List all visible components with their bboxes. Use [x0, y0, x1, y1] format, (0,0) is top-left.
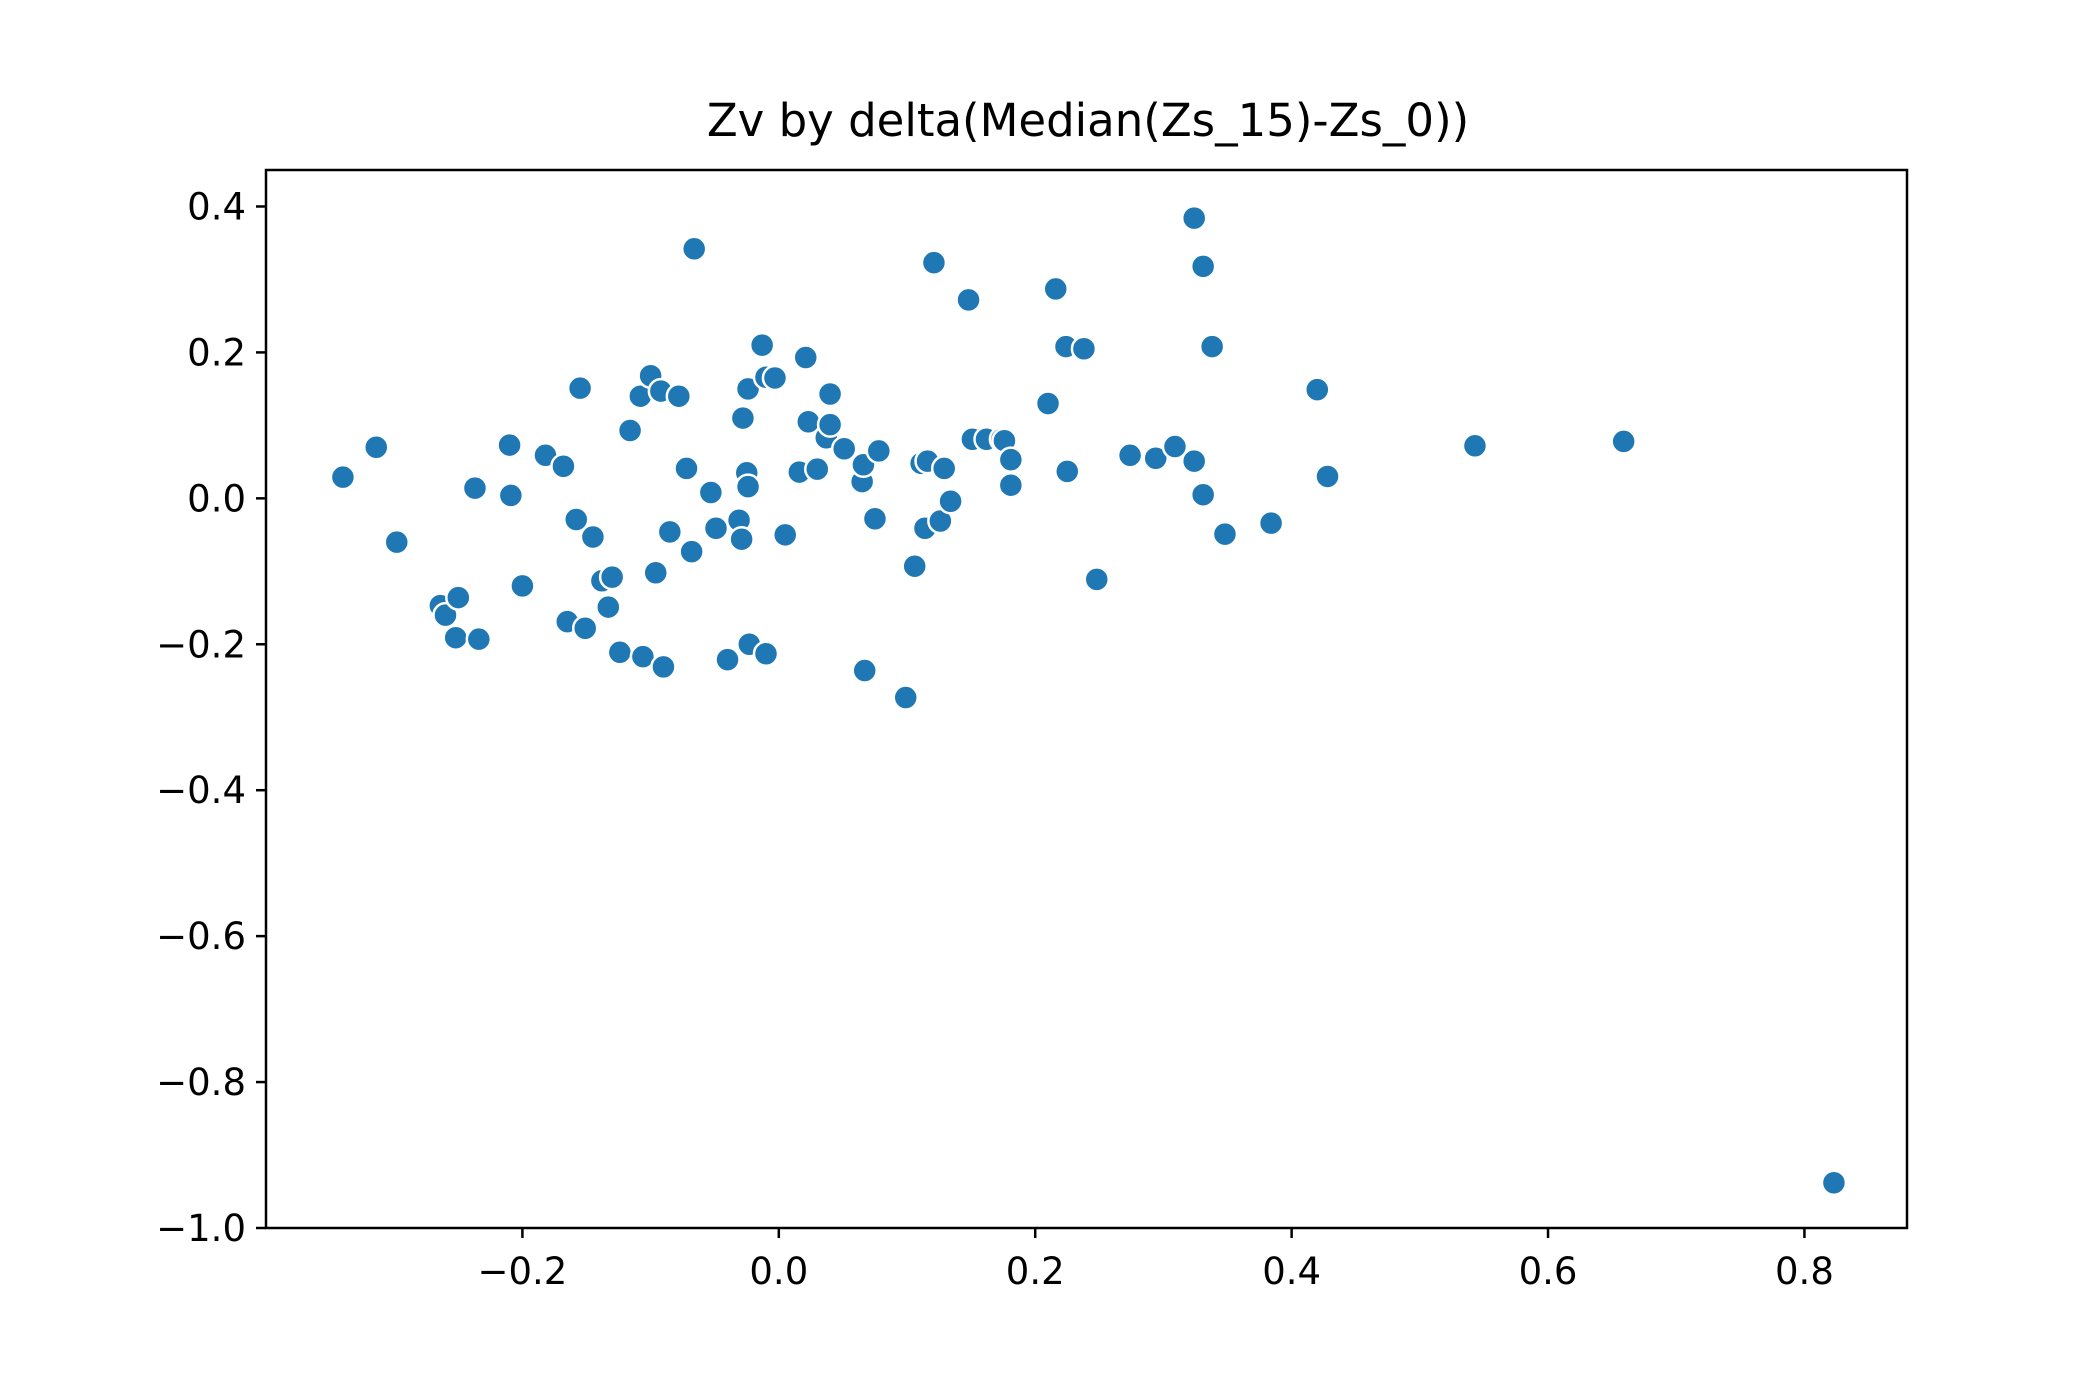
data-point: [563, 506, 590, 533]
data-point: [442, 624, 469, 651]
data-point: [329, 463, 357, 491]
data-point: [678, 538, 705, 565]
data-point: [445, 584, 472, 611]
data-point: [650, 653, 677, 681]
data-point: [920, 249, 948, 276]
data-point: [656, 518, 684, 546]
data-point: [734, 473, 762, 500]
data-point: [697, 479, 725, 506]
data-point: [804, 455, 831, 483]
y-tick-label: 0.2: [187, 331, 246, 374]
data-point: [930, 455, 958, 482]
data-point: [629, 643, 657, 670]
data-point: [752, 640, 780, 668]
data-point: [816, 380, 844, 408]
data-point: [566, 374, 594, 402]
data-point: [1189, 481, 1217, 508]
x-tick-label: 0.0: [749, 1250, 808, 1293]
data-point: [673, 455, 700, 482]
data-point: [550, 452, 577, 480]
data-point: [1116, 442, 1144, 469]
x-tick-label: −0.2: [477, 1250, 567, 1293]
y-tick-label: −0.4: [156, 769, 246, 812]
y-tick-label: 0.4: [187, 185, 246, 228]
x-tick-label: 0.4: [1262, 1250, 1321, 1293]
data-point: [665, 382, 693, 410]
data-point: [955, 286, 982, 314]
data-point: [616, 417, 644, 444]
chart-title: Zv by delta(Median(Zs_15)-Zs_0)): [707, 94, 1469, 147]
data-point: [1054, 458, 1081, 485]
data-point: [1142, 444, 1169, 472]
data-point: [997, 446, 1025, 473]
data-point: [997, 471, 1025, 499]
data-point: [1820, 1169, 1848, 1197]
data-point: [579, 523, 607, 551]
data-point: [1070, 335, 1098, 363]
data-point: [598, 563, 626, 591]
data-point: [748, 331, 776, 359]
data-point: [702, 515, 730, 542]
data-point: [509, 572, 536, 600]
data-point: [1180, 204, 1208, 232]
data-point: [1034, 390, 1062, 417]
data-point: [1189, 253, 1217, 280]
data-point: [606, 639, 634, 666]
data-point: [680, 235, 708, 263]
data-point: [771, 521, 799, 549]
data-point: [1257, 509, 1285, 537]
y-tick-label: 0.0: [187, 477, 246, 520]
data-point: [496, 431, 523, 459]
data-point: [432, 601, 459, 629]
data-point: [1314, 463, 1341, 490]
data-point: [851, 657, 878, 684]
data-point: [937, 488, 964, 515]
data-point: [1083, 566, 1111, 593]
data-point: [728, 525, 755, 553]
data-point: [571, 614, 599, 642]
data-point: [595, 593, 622, 621]
data-point: [363, 434, 390, 461]
data-point: [1610, 428, 1637, 455]
data-point: [497, 482, 525, 509]
data-point: [1042, 275, 1069, 303]
data-point: [383, 528, 411, 556]
x-tick-label: 0.8: [1775, 1250, 1834, 1293]
data-point: [892, 684, 919, 711]
data-point: [642, 559, 669, 587]
y-tick-label: −0.8: [156, 1061, 246, 1104]
data-point: [461, 474, 489, 502]
axes-frame: [264, 168, 1909, 1230]
points-layer: [329, 204, 1848, 1197]
x-tick-label: 0.6: [1519, 1250, 1578, 1293]
data-point: [816, 411, 844, 438]
data-point: [792, 344, 819, 371]
y-tick-label: −1.0: [156, 1207, 246, 1250]
data-point: [714, 646, 741, 673]
data-point: [1161, 433, 1189, 460]
data-point: [830, 435, 858, 462]
y-tick-label: −0.6: [156, 915, 246, 958]
ticks-layer: −0.2 0.0 0.2 0.4 0.6 0.8 0.4 0.2 0.0 −0.2 −0.4 −0.6…: [156, 185, 1834, 1293]
data-point: [1304, 376, 1331, 403]
data-point: [1198, 333, 1226, 360]
data-point: [1211, 520, 1239, 548]
data-point: [1461, 432, 1489, 460]
data-point: [901, 552, 928, 580]
data-point: [861, 505, 889, 533]
data-point: [761, 364, 789, 392]
data-point: [1180, 447, 1208, 475]
data-point: [729, 404, 757, 432]
data-point: [465, 625, 493, 653]
data-point: [865, 437, 893, 465]
x-tick-label: 0.2: [1006, 1250, 1065, 1293]
y-tick-label: −0.2: [156, 623, 246, 666]
